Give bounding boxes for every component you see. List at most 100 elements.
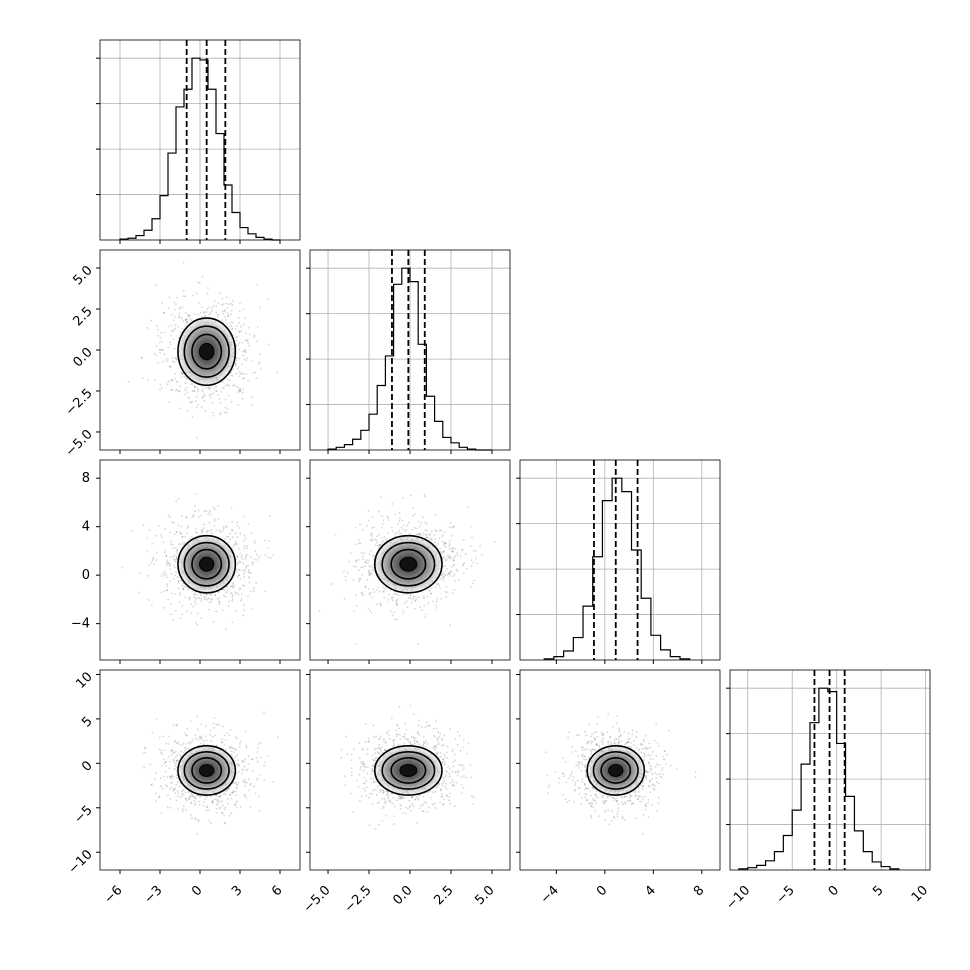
scatter-dot (168, 296, 171, 299)
scatter-dot (405, 812, 408, 815)
scatter-dot (174, 377, 177, 380)
scatter-dot (200, 406, 203, 408)
scatter-dot (201, 275, 204, 278)
scatter-dot (439, 788, 442, 791)
scatter-dot (302, 752, 304, 754)
scatter-dot (441, 571, 444, 574)
scatter-dot (415, 795, 418, 798)
scatter-dot (197, 388, 199, 391)
scatter-dot (376, 785, 379, 788)
scatter-dot (649, 754, 652, 757)
scatter-dot (363, 776, 366, 779)
scatter-dot (234, 336, 237, 339)
scatter-dot (253, 540, 256, 542)
scatter-dot (438, 735, 441, 738)
scatter-dot (363, 763, 366, 765)
scatter-dot (353, 610, 355, 613)
scatter-dot (387, 793, 390, 796)
scatter-dot (425, 536, 428, 539)
scatter-dot (368, 594, 371, 596)
scatter-dot (173, 554, 176, 557)
scatter-dot (452, 748, 455, 750)
scatter-dot (197, 509, 200, 512)
scatter-dot (462, 746, 465, 749)
scatter-dot (427, 791, 429, 794)
scatter-dot (244, 730, 247, 733)
scatter-dot (449, 624, 451, 626)
scatter-dot (138, 591, 141, 594)
scatter-dot (241, 760, 244, 763)
scatter-dot (244, 570, 246, 573)
scatter-dot (208, 819, 210, 822)
scatter-dot (436, 752, 438, 755)
scatter-dot (171, 379, 174, 382)
scatter-dot (188, 314, 191, 317)
scatter-dot (184, 389, 187, 392)
scatter-dot (558, 777, 560, 780)
scatter-dot (406, 737, 409, 740)
scatter-dot (372, 563, 374, 566)
scatter-dot (238, 348, 241, 351)
scatter-dot (164, 528, 166, 530)
scatter-dot (401, 795, 404, 798)
scatter-dot (367, 737, 370, 740)
scatter-dot (434, 513, 437, 516)
scatter-dot (248, 576, 250, 579)
scatter-dot (393, 593, 395, 596)
scatter-dot (162, 541, 165, 544)
scatter-dot (450, 570, 453, 573)
scatter-dot (375, 756, 378, 759)
scatter-dot (174, 327, 176, 330)
scatter-dot (421, 810, 424, 812)
scatter-dot (180, 371, 183, 374)
scatter-dot (277, 736, 280, 739)
scatter-dot (185, 516, 188, 518)
scatter-dot (182, 261, 185, 264)
scatter-dot (422, 795, 425, 798)
contour-line (198, 763, 215, 777)
scatter-dot (155, 534, 158, 537)
scatter-dot (474, 550, 477, 553)
scatter-dot (182, 805, 185, 808)
scatter-dot (172, 558, 175, 561)
scatter-dot (151, 542, 154, 545)
scatter-dot (234, 363, 237, 365)
scatter-dot (141, 377, 144, 380)
scatter-dot (377, 801, 380, 804)
scatter-dot (359, 761, 362, 764)
scatter-dot (470, 795, 473, 798)
scatter-dot (164, 549, 167, 552)
scatter-dot (176, 789, 179, 792)
scatter-dot (175, 380, 178, 383)
scatter-dot (428, 725, 431, 728)
scatter-dot (160, 751, 162, 754)
scatter-dot (425, 533, 428, 536)
scatter-dot (186, 727, 189, 730)
scatter-dot (219, 794, 222, 797)
scatter-dot (256, 553, 258, 556)
contour-line (191, 757, 223, 784)
scatter-dot (198, 301, 200, 304)
scatter-dot (609, 736, 612, 739)
scatter-dot (165, 561, 168, 564)
scatter-dot (372, 526, 375, 529)
scatter-dot (181, 613, 184, 616)
panel-frame (729, 669, 931, 871)
scatter-dot (340, 756, 343, 759)
scatter-dot (374, 788, 376, 791)
scatter-dot (442, 557, 444, 560)
scatter-dot (239, 561, 242, 564)
scatter-dot (200, 316, 203, 319)
scatter-dot (163, 331, 166, 334)
scatter-dot (151, 559, 154, 562)
scatter-dot (371, 770, 374, 772)
scatter-dot (268, 540, 271, 543)
scatter-dot (175, 389, 177, 392)
scatter-dot (168, 401, 171, 403)
scatter-dot (196, 532, 198, 535)
scatter-dot (448, 554, 451, 556)
scatter-dot (572, 776, 575, 778)
scatter-dot (446, 795, 448, 798)
scatter-dot (442, 744, 445, 747)
scatter-dot (422, 534, 425, 537)
